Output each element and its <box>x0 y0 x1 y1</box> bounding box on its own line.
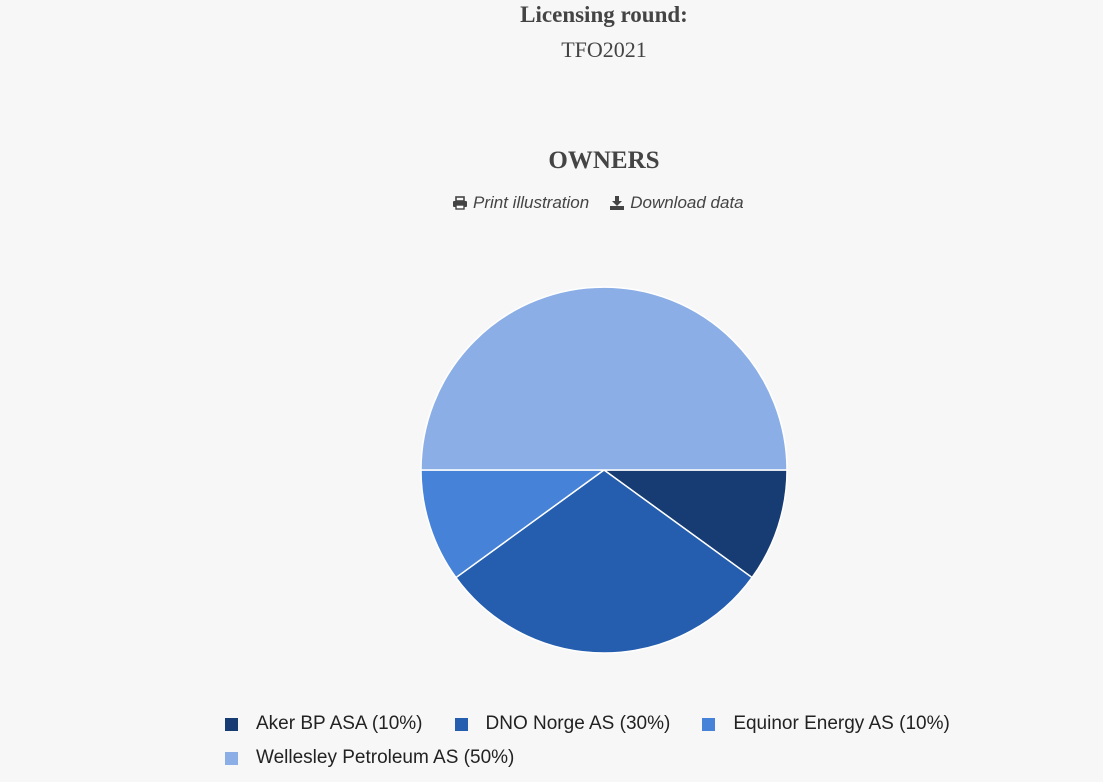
download-button[interactable]: Download data <box>609 193 744 213</box>
pie-chart <box>420 286 788 654</box>
legend-swatch <box>225 751 238 765</box>
download-icon <box>610 196 625 210</box>
pie-slice[interactable] <box>454 469 754 654</box>
legend-item[interactable]: DNO Norge AS (30%) <box>454 713 671 735</box>
legend-item[interactable]: Equinor Energy AS (10%) <box>702 713 950 735</box>
legend-item[interactable]: Aker BP ASA (10%) <box>225 713 423 735</box>
legend-label[interactable]: Aker BP ASA (10%) <box>256 713 423 734</box>
legend-item[interactable]: Wellesley Petroleum AS (50%) <box>225 747 514 769</box>
legend-label[interactable]: Wellesley Petroleum AS (50%) <box>256 747 515 768</box>
print-label[interactable]: Print illustration <box>473 193 590 212</box>
pie-slice[interactable] <box>420 469 607 579</box>
legend-label[interactable]: Equinor Energy AS (10%) <box>733 713 950 734</box>
legend-swatch <box>454 717 468 731</box>
print-button[interactable]: Print illustration <box>452 193 589 213</box>
header-value: TFO2021 <box>561 37 647 62</box>
chart-title: OWNERS <box>548 147 660 174</box>
legend-swatch <box>225 717 238 731</box>
legend-swatch <box>702 717 716 731</box>
pie-slice[interactable] <box>601 469 788 579</box>
pie-slice[interactable] <box>420 286 788 471</box>
legend-label[interactable]: DNO Norge AS (30%) <box>485 713 671 734</box>
header-label: Licensing round: <box>520 2 688 27</box>
print-icon <box>453 196 467 210</box>
download-label[interactable]: Download data <box>630 193 744 212</box>
legend: Aker BP ASA (10%) DNO Norge AS (30%) Equin… <box>225 713 1025 769</box>
actions: Print illustration Download data <box>452 193 744 213</box>
